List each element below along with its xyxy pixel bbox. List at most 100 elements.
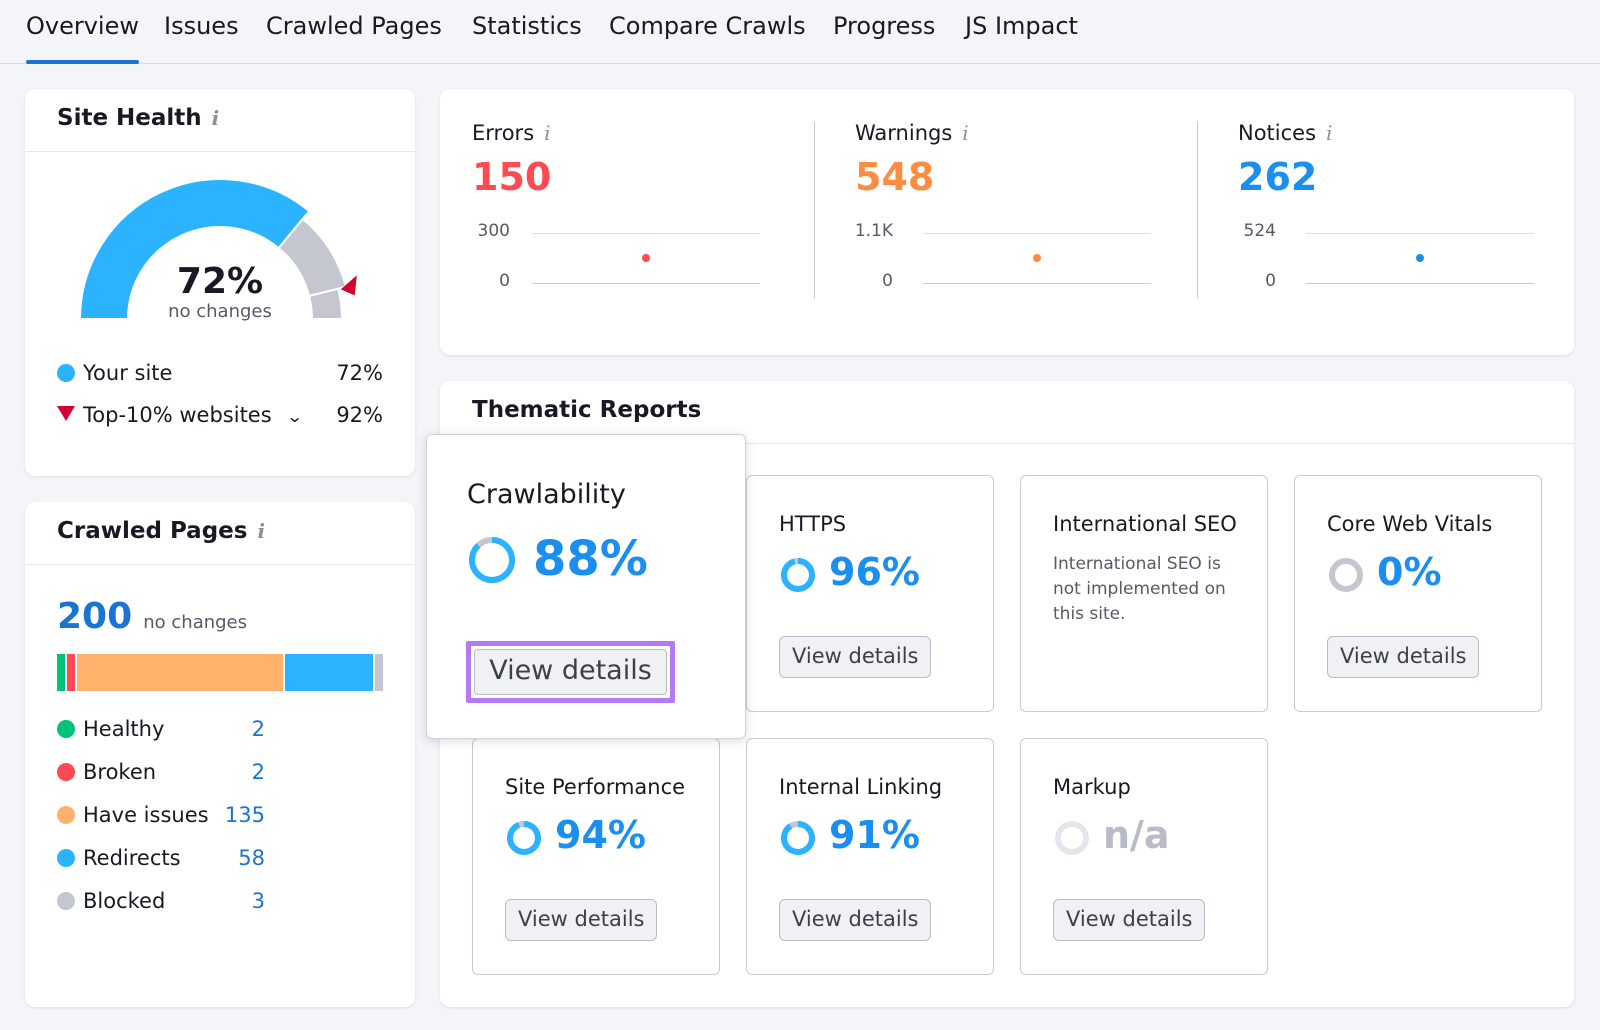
report-card-title: Site Performance (505, 775, 686, 799)
progress-ring-icon (1329, 558, 1363, 592)
site-health-score: 72% (176, 261, 264, 302)
legend-label: Have issues (83, 803, 209, 827)
metric-value-warnings[interactable]: 548 (855, 155, 935, 199)
progress-ring-icon (469, 537, 515, 583)
gridline (923, 233, 1151, 234)
legend-count-link[interactable]: 2 (251, 717, 265, 741)
ring-track (1329, 558, 1363, 592)
legend-label: Broken (83, 760, 157, 784)
axis-max-label: 300 (477, 221, 510, 241)
metric-value-notices[interactable]: 262 (1238, 155, 1318, 199)
data-point[interactable] (1033, 254, 1041, 263)
info-icon[interactable]: i (257, 519, 266, 543)
progress-ring-icon (781, 821, 815, 855)
info-icon[interactable]: i (211, 106, 220, 130)
ring-progress (507, 821, 541, 855)
data-point[interactable] (642, 254, 650, 262)
divider (814, 121, 815, 299)
legend-dot (57, 763, 75, 781)
report-card-site-performance[interactable]: Site Performance 94% View details (472, 738, 720, 975)
bar-segment-healthy[interactable] (57, 654, 65, 691)
crawled-pages-caption: no changes (143, 612, 248, 633)
legend-dot (57, 806, 75, 824)
legend-label: Redirects (83, 846, 181, 870)
tab-overview[interactable]: Overview (26, 12, 139, 64)
baseline (532, 283, 760, 284)
site-health-caption: no changes (168, 301, 272, 322)
gridline (532, 233, 760, 234)
crawled-pages-card: Crawled Pages i 200 no changes Healthy 2 Br… (25, 502, 415, 1007)
your-site-dot (57, 364, 75, 382)
highlight-box: View details (466, 641, 675, 703)
metric-label-errors: Errors i (472, 121, 551, 145)
triangle-marker-icon (57, 406, 75, 421)
progress-ring-icon (507, 821, 541, 855)
legend-label: Your site (83, 361, 173, 385)
report-card-international-seo[interactable]: International SEO International SEO is no… (1020, 475, 1268, 712)
view-details-button[interactable]: View details (779, 636, 932, 678)
legend-item: Redirects (57, 846, 181, 870)
divider (1197, 121, 1198, 299)
legend-item: Broken (57, 760, 156, 784)
data-point[interactable] (1416, 254, 1424, 262)
legend-count-link[interactable]: 58 (238, 846, 265, 870)
gridline (1306, 233, 1534, 234)
legend-count-link[interactable]: 2 (251, 760, 265, 784)
metric-label-text: Warnings (855, 121, 953, 145)
report-card-https[interactable]: HTTPS 96% View details (746, 475, 994, 712)
tab-issues[interactable]: Issues (164, 12, 239, 40)
view-details-button[interactable]: View details (1053, 899, 1206, 941)
legend-dot (57, 720, 75, 738)
info-icon[interactable]: i (544, 121, 551, 145)
report-card-title: Markup (1053, 775, 1131, 799)
report-card-core-web-vitals[interactable]: Core Web Vitals 0% View details (1294, 475, 1542, 712)
tab-js-impact[interactable]: JS Impact (965, 12, 1078, 40)
top-tab-bar: Overview Issues Crawled Pages Statistics… (0, 0, 1600, 64)
view-details-button[interactable]: View details (505, 899, 658, 941)
chevron-down-icon[interactable]: ⌄ (286, 407, 304, 426)
tab-statistics[interactable]: Statistics (472, 12, 582, 40)
report-card-description: International SEO is not implemented on … (1053, 554, 1226, 624)
legend-top10[interactable]: Top-10% websites ⌄ (57, 403, 304, 427)
divider (440, 443, 1574, 444)
bar-segment-redirects[interactable] (284, 654, 373, 691)
legend-count-link[interactable]: 135 (224, 803, 265, 827)
view-details-button[interactable]: View details (779, 899, 932, 941)
report-card-internal-linking[interactable]: Internal Linking 91% View details (746, 738, 994, 975)
ring-progress (781, 821, 815, 855)
view-details-button[interactable]: View details (1327, 636, 1480, 678)
legend-your-site: Your site (57, 361, 172, 385)
bar-segment-have-issues[interactable] (77, 654, 283, 691)
tab-crawled-pages[interactable]: Crawled Pages (266, 12, 442, 40)
legend-label: Healthy (83, 717, 165, 741)
legend-your-site-value: 72% (336, 361, 383, 385)
legend-item: Blocked (57, 889, 165, 913)
progress-ring-icon (781, 558, 815, 592)
axis-min-label: 0 (499, 271, 510, 291)
report-card-percent: 94% (555, 813, 646, 857)
bar-segment-broken[interactable] (67, 654, 75, 691)
crawlability-percent: 88% (533, 531, 648, 587)
tab-compare-crawls[interactable]: Compare Crawls (609, 12, 806, 40)
legend-top10-value: 92% (336, 403, 383, 427)
metric-value-errors[interactable]: 150 (472, 155, 552, 199)
report-card-title: Core Web Vitals (1327, 512, 1493, 536)
crawlability-card[interactable]: Crawlability 88% View details (426, 434, 746, 739)
bar-segment-blocked[interactable] (375, 654, 383, 691)
view-details-button[interactable]: View details (474, 649, 667, 695)
ring-progress (781, 558, 815, 592)
info-icon[interactable]: i (1326, 121, 1333, 145)
crawled-pages-bar[interactable] (57, 654, 383, 691)
legend-label: Top-10% websites (83, 403, 272, 427)
crawled-pages-total[interactable]: 200 (57, 596, 133, 637)
axis-min-label: 0 (1265, 271, 1276, 291)
report-card-title: Internal Linking (779, 775, 943, 799)
report-card-percent: n/a (1103, 813, 1170, 857)
tab-progress[interactable]: Progress (833, 12, 936, 40)
legend-dot (57, 849, 75, 867)
legend-label: Blocked (83, 889, 166, 913)
report-card-markup[interactable]: Markup n/a View details (1020, 738, 1268, 975)
info-icon[interactable]: i (962, 121, 969, 145)
legend-count-link[interactable]: 3 (251, 889, 265, 913)
report-card-percent: 96% (829, 550, 920, 594)
